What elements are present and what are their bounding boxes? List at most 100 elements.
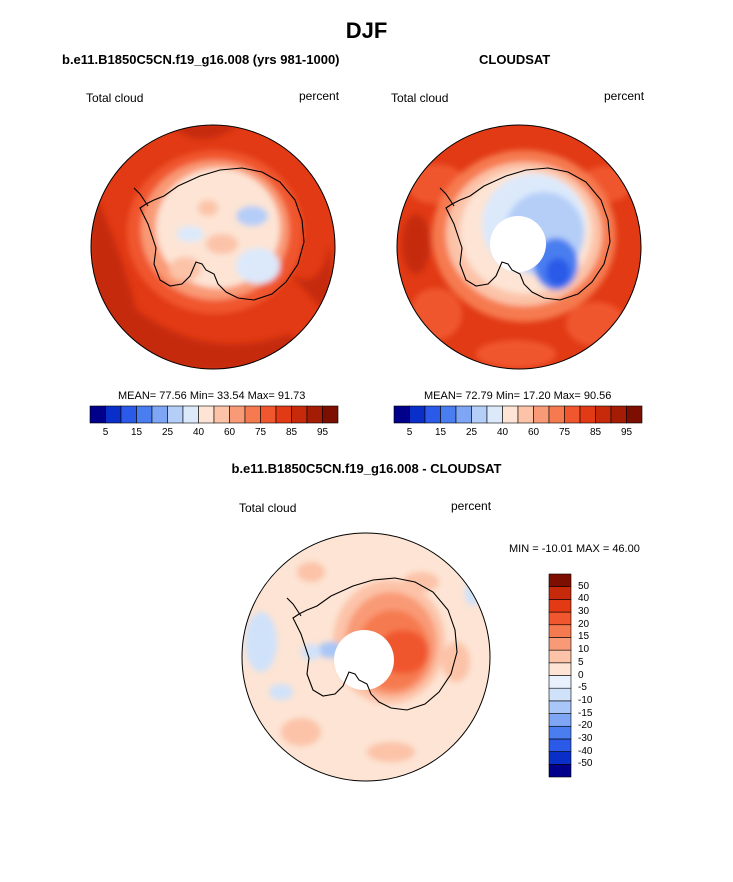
panel3-colorbar-swatch (548, 700, 572, 714)
panel3-colorbar-tick-label: 0 (578, 669, 584, 681)
panel3-colorbar-swatch (548, 751, 572, 765)
panel2-polar-map (396, 124, 642, 370)
panel3-colorbar-tick-label: 50 (578, 580, 590, 592)
figure-title: DJF (345, 18, 388, 43)
panel1-colorbar-swatch (105, 405, 122, 424)
panel1-colorbar-tick-label: 25 (161, 427, 174, 438)
panel3-colorbar-tick-label: 10 (578, 644, 590, 656)
panel3-colorbar-swatch (548, 599, 572, 613)
panel1-colorbar-swatch (229, 405, 246, 424)
panel3-colorbar-tick-label: -50 (578, 758, 593, 770)
panel3-colorbar-tick-label: 15 (578, 631, 590, 643)
no-data-hole (334, 630, 394, 690)
panel1-colorbar-swatch (198, 405, 215, 424)
panel3-colorbar-tick-label: 30 (578, 606, 590, 618)
panel2-colorbar-swatch (424, 405, 441, 424)
panel2-colorbar-swatch (409, 405, 426, 424)
panel1-units-label: percent (299, 89, 340, 103)
panel2-colorbar-swatch (502, 405, 519, 424)
panel2-colorbar-tick-label: 60 (527, 427, 540, 438)
panel3-colorbar-tick-label: -5 (578, 682, 587, 694)
panel1-colorbar-labels: 5 15 25 40 60 75 85 95 (90, 427, 338, 441)
panel1-colorbar-tick-label: 15 (130, 427, 143, 438)
panel3-colorbar-labels: 50 40 30 20 15 10 5 0 -5 -10 -15 -20 -30 -40 -50 (578, 574, 618, 777)
panel3-colorbar-swatch (548, 586, 572, 600)
panel1-colorbar-swatch (120, 405, 137, 424)
panel2-variable-label: Total cloud (391, 91, 449, 105)
no-data-hole (490, 216, 546, 272)
panel2-colorbar-tick-label: 40 (496, 427, 509, 438)
panel1-colorbar-swatch (182, 405, 199, 424)
panel3-colorbar-tick-label: -40 (578, 745, 593, 757)
panel2-colorbar-tick-label: 25 (465, 427, 478, 438)
panel1-colorbar-swatch (306, 405, 323, 424)
panel3-colorbar-tick-label: -15 (578, 707, 593, 719)
panel2-colorbar-swatch (486, 405, 503, 424)
panel3-colorbar (548, 573, 572, 778)
panel1-colorbar (89, 405, 339, 424)
panel2-colorbar-tick-label: 75 (558, 427, 571, 438)
panel3-colorbar-tick-label: -20 (578, 720, 593, 732)
panel2-colorbar-swatch (393, 405, 410, 424)
panel1-colorbar-swatch (322, 405, 339, 424)
panel1-colorbar-swatch (151, 405, 168, 424)
panel2-colorbar-swatch (564, 405, 581, 424)
panel3-units-label: percent (451, 499, 492, 513)
panel2-colorbar-tick-label: 15 (434, 427, 447, 438)
panel2-colorbar-swatch (548, 405, 565, 424)
panel3-colorbar-swatch (548, 573, 572, 587)
panel2-colorbar-swatch (455, 405, 472, 424)
panel2-colorbar-tick-label: 5 (406, 427, 413, 438)
antarctica-coastline (445, 167, 611, 301)
panel3-colorbar-tick-label: -10 (578, 694, 593, 706)
panel3-colorbar-swatch (548, 675, 572, 689)
panel1-colorbar-swatch (89, 405, 106, 424)
antarctica-coastline (292, 577, 458, 711)
panel1-colorbar-swatch (136, 405, 153, 424)
panel3-colorbar-swatch (548, 649, 572, 664)
panel1-title: b.e11.B1850C5CN.f19_g16.008 (yrs 981-100… (62, 52, 340, 67)
panel3-colorbar-swatch (548, 738, 572, 752)
panel2-colorbar-labels: 5 15 25 40 60 75 85 95 (394, 427, 642, 441)
panel1-colorbar-swatch (167, 405, 184, 424)
panel1-colorbar-tick-label: 40 (192, 427, 205, 438)
panel1-colorbar-swatch (275, 405, 292, 424)
panel2-colorbar-swatch (626, 405, 643, 424)
panel2-colorbar-tick-label: 85 (589, 427, 602, 438)
panel1-colorbar-swatch (213, 405, 230, 424)
panel1-colorbar-swatch (291, 405, 308, 424)
panel1-polar-map (90, 124, 336, 370)
panel1-colorbar-swatch (260, 405, 277, 424)
panel3-polar-map (241, 532, 491, 782)
antarctica-coastline (139, 167, 305, 301)
panel3-colorbar-swatch (548, 713, 572, 727)
panel1-stats: MEAN= 77.56 Min= 33.54 Max= 91.73 (118, 390, 306, 402)
panel1-colorbar-tick-label: 85 (285, 427, 298, 438)
panel2-stats: MEAN= 72.79 Min= 17.20 Max= 90.56 (424, 390, 612, 402)
panel2-colorbar-swatch (610, 405, 627, 424)
panel2-colorbar-swatch (517, 405, 534, 424)
panel2-title: CLOUDSAT (479, 52, 551, 67)
panel2-colorbar-swatch (579, 405, 596, 424)
panel3-colorbar-tick-label: -30 (578, 732, 593, 744)
panel2-colorbar-swatch (595, 405, 612, 424)
panel3-colorbar-swatch (548, 662, 572, 676)
panel2-colorbar-swatch (471, 405, 488, 424)
panel3-colorbar-tick-label: 40 (578, 593, 590, 605)
panel3-title: b.e11.B1850C5CN.f19_g16.008 - CLOUDSAT (231, 461, 502, 476)
panel3-colorbar-swatch (548, 624, 572, 638)
panel3-colorbar-swatch (548, 764, 572, 778)
panel3-colorbar-swatch (548, 611, 572, 626)
panel1-colorbar-tick-label: 95 (316, 427, 329, 438)
panel3-colorbar-swatch (548, 725, 572, 740)
panel3-colorbar-tick-label: 20 (578, 618, 590, 630)
panel3-stats: MIN = -10.01 MAX = 46.00 (509, 543, 640, 555)
panel2-units-label: percent (604, 89, 645, 103)
panel1-colorbar-tick-label: 60 (223, 427, 236, 438)
panel1-variable-label: Total cloud (86, 91, 144, 105)
panel3-colorbar-tick-label: 5 (578, 656, 584, 668)
panel3-colorbar-swatch (548, 637, 572, 651)
panel1-colorbar-tick-label: 5 (102, 427, 109, 438)
panel1-colorbar-swatch (244, 405, 261, 424)
panel2-colorbar (393, 405, 643, 424)
